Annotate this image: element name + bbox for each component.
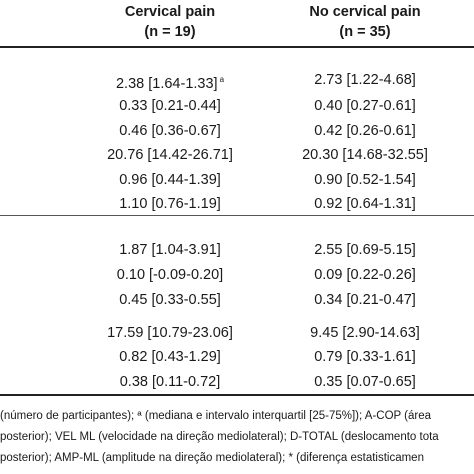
cell: 0.90 [0.52-1.54] <box>314 172 416 188</box>
col1-n: (n = 19) <box>144 24 196 40</box>
col2-title: No cervical pain <box>309 4 421 20</box>
cell: 0.09 [0.22-0.26] <box>314 267 416 283</box>
cell: 2.38 [1.64-1.33] a <box>115 75 225 92</box>
cell: 0.45 [0.33-0.55] <box>119 292 221 308</box>
cell: 0.82 [0.43-1.29] <box>119 349 221 365</box>
cell: 0.35 [0.07-0.65] <box>314 374 416 390</box>
cell: 1.87 [1.04-3.91] <box>119 242 221 258</box>
cell: 9.45 [2.90-14.63] <box>310 325 420 341</box>
cell: 0.40 [0.27-0.61] <box>314 98 416 114</box>
cell: 0.10 [-0.09-0.20] <box>116 267 224 283</box>
footnote-line: posterior); VEL ML (velocidade na direçã… <box>0 431 439 443</box>
footnote-line: posterior); AMP-ML (amplitude na direção… <box>0 452 424 464</box>
cell: 1.10 [0.76-1.19] <box>119 196 221 212</box>
cell: 0.38 [0.11-0.72] <box>119 374 221 390</box>
footnote-line: (número de participantes); ª (mediana e … <box>0 410 432 422</box>
col2-n: (n = 35) <box>339 24 391 40</box>
table-bottom-rule <box>0 394 474 396</box>
header-bottom-rule <box>0 46 474 48</box>
cell: 0.96 [0.44-1.39] <box>119 172 221 188</box>
group-divider-rule <box>0 215 474 216</box>
cell: 20.76 [14.42-26.71] <box>107 147 233 163</box>
cell: 0.92 [0.64-1.31] <box>314 196 416 212</box>
cell: 2.55 [0.69-5.15] <box>314 242 416 258</box>
cell: 2.73 [1.22-4.68] <box>314 72 416 88</box>
superscript-a: a <box>219 75 225 84</box>
col1-title: Cervical pain <box>124 4 216 20</box>
cell: 0.34 [0.21-0.47] <box>314 292 416 308</box>
cell: 0.42 [0.26-0.61] <box>314 123 416 139</box>
cell: 0.46 [0.36-0.67] <box>119 123 221 139</box>
cell: 20.30 [14.68-32.55] <box>302 147 428 163</box>
cell: 0.79 [0.33-1.61] <box>314 349 416 365</box>
cell: 17.59 [10.79-23.06] <box>107 325 233 341</box>
cell: 0.33 [0.21-0.44] <box>119 98 221 114</box>
